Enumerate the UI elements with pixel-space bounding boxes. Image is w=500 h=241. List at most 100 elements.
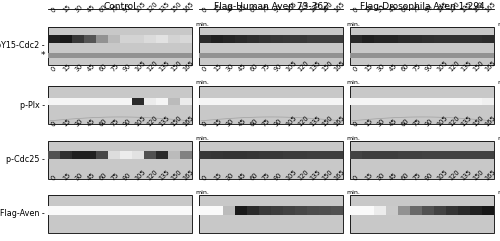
Bar <box>144 53 156 58</box>
Text: 30: 30 <box>225 172 235 182</box>
Bar <box>96 151 108 159</box>
Text: 90: 90 <box>273 63 283 73</box>
Text: 75: 75 <box>110 4 120 14</box>
Bar <box>398 53 409 58</box>
Bar <box>224 35 234 43</box>
Bar <box>308 53 318 58</box>
Bar <box>96 206 108 215</box>
Bar <box>320 53 330 58</box>
Bar <box>350 141 494 179</box>
Bar <box>458 53 469 58</box>
Bar <box>308 151 318 159</box>
Bar <box>199 141 343 179</box>
Text: 105: 105 <box>436 115 449 128</box>
Text: 45: 45 <box>388 118 398 128</box>
Bar <box>410 98 422 105</box>
Text: 60: 60 <box>249 118 259 128</box>
Bar <box>332 206 342 215</box>
Bar <box>108 53 120 58</box>
Bar <box>212 98 222 105</box>
Bar <box>168 151 179 159</box>
Bar <box>470 151 482 159</box>
Text: 105: 105 <box>285 1 298 14</box>
Bar <box>60 53 72 58</box>
Bar <box>248 53 258 58</box>
Bar <box>434 53 446 58</box>
Text: 105: 105 <box>134 115 147 128</box>
Bar <box>199 27 343 65</box>
Text: 90: 90 <box>424 172 434 182</box>
Text: 165: 165 <box>333 115 346 128</box>
Text: 150: 150 <box>170 169 183 182</box>
Bar <box>308 98 318 105</box>
Text: 120: 120 <box>146 169 159 182</box>
Text: 135: 135 <box>309 169 322 182</box>
Bar <box>132 35 143 43</box>
Bar <box>96 35 108 43</box>
Bar <box>96 98 108 105</box>
Bar <box>350 98 362 105</box>
Text: min.: min. <box>497 135 500 141</box>
Text: 150: 150 <box>321 60 334 73</box>
Bar <box>248 206 258 215</box>
Text: 120: 120 <box>448 1 461 14</box>
Bar <box>470 206 482 215</box>
Bar <box>386 98 398 105</box>
Text: p-Cdc25 -: p-Cdc25 - <box>6 155 45 165</box>
Bar <box>422 35 434 43</box>
Text: 15: 15 <box>62 63 72 73</box>
Text: 75: 75 <box>412 172 422 182</box>
Bar <box>156 35 168 43</box>
Text: 0: 0 <box>201 7 208 14</box>
Bar <box>180 35 192 43</box>
Text: 135: 135 <box>158 1 171 14</box>
Text: min.: min. <box>195 80 209 86</box>
Bar <box>120 206 132 215</box>
Bar <box>446 206 458 215</box>
Text: 75: 75 <box>110 172 120 182</box>
Bar <box>362 53 374 58</box>
Text: Flag-Aven -: Flag-Aven - <box>0 209 45 219</box>
Text: 60: 60 <box>98 118 108 128</box>
Bar <box>60 35 72 43</box>
Text: 0: 0 <box>50 7 57 14</box>
Bar <box>48 35 60 43</box>
Text: 120: 120 <box>448 115 461 128</box>
Text: 150: 150 <box>472 169 485 182</box>
Text: 120: 120 <box>297 169 310 182</box>
Text: Flag-Human Aven 73-362: Flag-Human Aven 73-362 <box>214 2 328 11</box>
Bar <box>199 27 343 65</box>
Bar <box>434 151 446 159</box>
Text: 135: 135 <box>460 1 473 14</box>
Bar <box>296 35 306 43</box>
Text: 0: 0 <box>352 66 359 73</box>
Bar <box>48 27 192 65</box>
Text: 0: 0 <box>352 121 359 128</box>
Text: min.: min. <box>346 21 360 27</box>
Text: 135: 135 <box>158 115 171 128</box>
Bar <box>60 151 72 159</box>
Bar <box>200 53 210 58</box>
Bar <box>96 53 108 58</box>
Bar <box>362 98 374 105</box>
Text: 105: 105 <box>436 169 449 182</box>
Text: 120: 120 <box>146 115 159 128</box>
Text: 45: 45 <box>86 118 96 128</box>
Bar <box>272 98 282 105</box>
Bar <box>296 98 306 105</box>
Bar <box>60 206 72 215</box>
Text: 165: 165 <box>484 1 497 14</box>
Bar <box>60 98 72 105</box>
Text: 105: 105 <box>285 115 298 128</box>
Text: 60: 60 <box>249 172 259 182</box>
Text: 60: 60 <box>249 63 259 73</box>
Text: 120: 120 <box>297 60 310 73</box>
Bar <box>236 35 246 43</box>
Text: min.: min. <box>497 189 500 194</box>
Bar <box>422 151 434 159</box>
Text: 15: 15 <box>62 4 72 14</box>
Text: 45: 45 <box>86 63 96 73</box>
Text: 75: 75 <box>412 63 422 73</box>
Bar <box>332 53 342 58</box>
Text: 30: 30 <box>376 4 386 14</box>
